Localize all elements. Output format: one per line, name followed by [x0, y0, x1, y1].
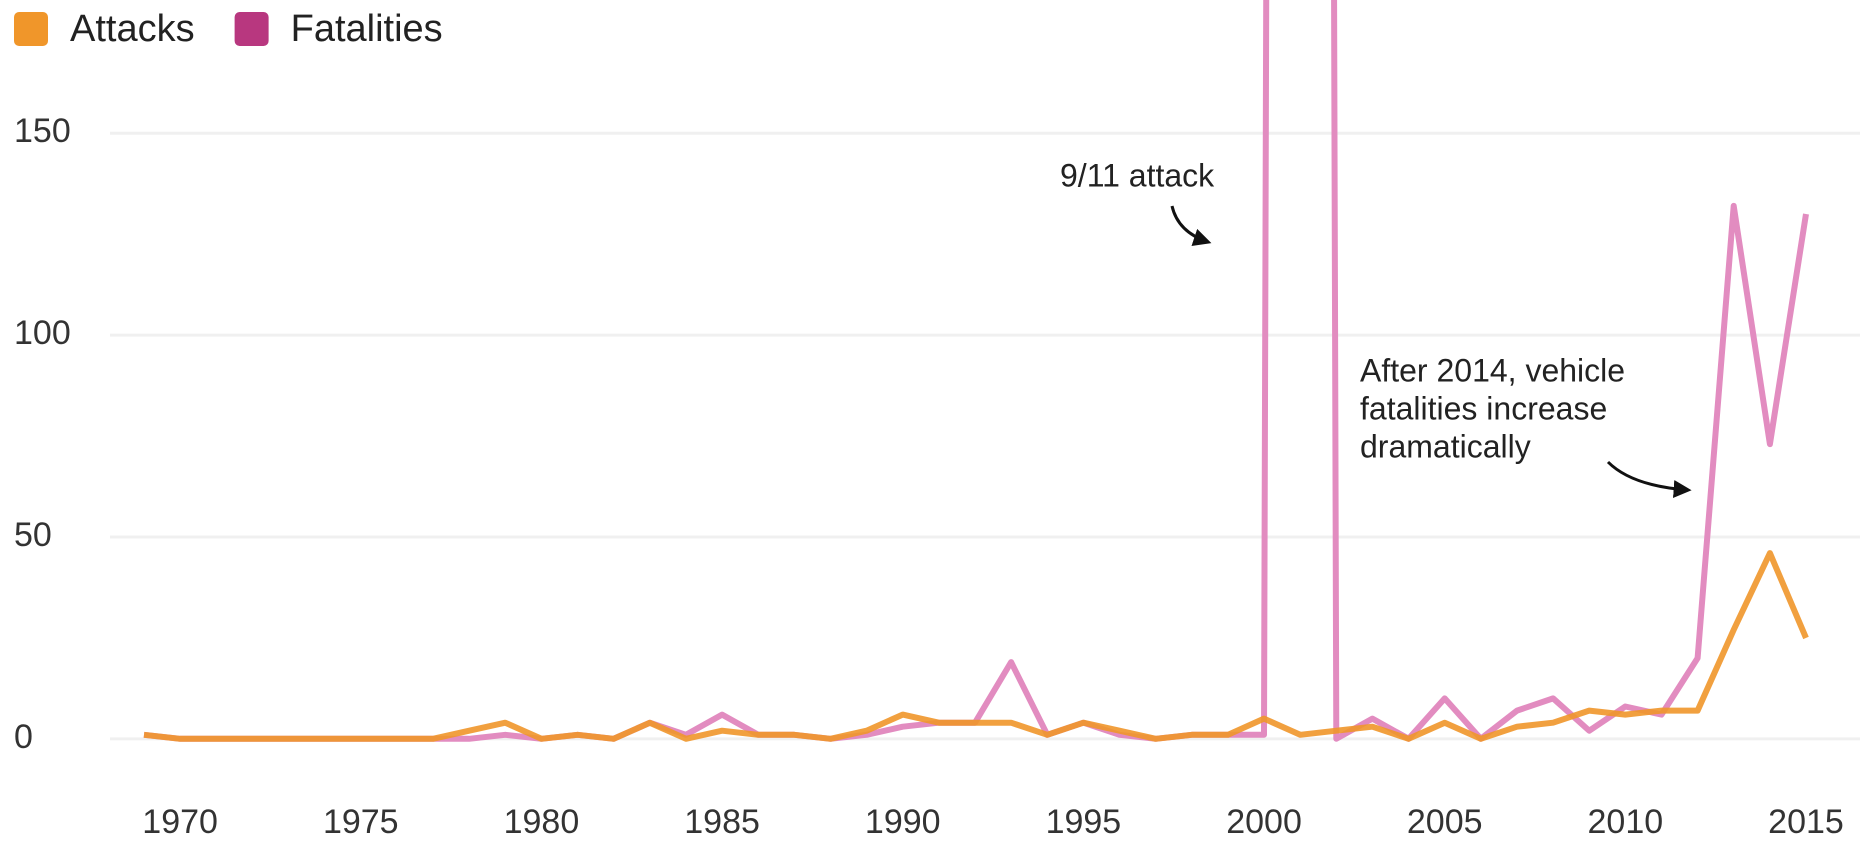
x-tick-label: 1975 — [323, 803, 399, 841]
x-tick-label: 2005 — [1407, 803, 1483, 841]
annotation-arrow — [1170, 205, 1212, 246]
y-tick-label: 50 — [14, 516, 52, 554]
series-line — [143, 550, 1809, 742]
x-tick-label: 1995 — [1046, 803, 1122, 841]
plot-area — [143, 0, 1809, 742]
legend-swatch — [234, 12, 269, 46]
x-tick-label: 1990 — [865, 803, 941, 841]
annotation: 9/11 attack — [1060, 157, 1215, 193]
y-tick-label: 0 — [14, 718, 33, 756]
legend: Attacks Fatalities — [14, 8, 443, 50]
legend-label: Fatalities — [291, 8, 443, 50]
x-tick-label: 2000 — [1226, 803, 1302, 841]
annotations: 9/11 attack After 2014, vehiclefatalities… — [1060, 157, 1692, 498]
annotation: fatalities increase — [1360, 390, 1607, 426]
x-tick-label: 2010 — [1588, 803, 1664, 841]
annotation: After 2014, vehicle — [1360, 352, 1625, 388]
legend-swatch — [14, 12, 48, 46]
y-tick-label: 150 — [14, 112, 71, 150]
x-tick-label: 1980 — [504, 803, 580, 841]
x-tick-label: 1970 — [142, 803, 218, 841]
annotation-arrow — [1606, 460, 1692, 498]
annotation: dramatically — [1360, 428, 1531, 464]
y-tick-label: 100 — [14, 314, 71, 352]
x-tick-label: 2015 — [1768, 803, 1844, 841]
x-tick-label: 1985 — [684, 803, 760, 841]
legend-label: Attacks — [70, 8, 195, 50]
